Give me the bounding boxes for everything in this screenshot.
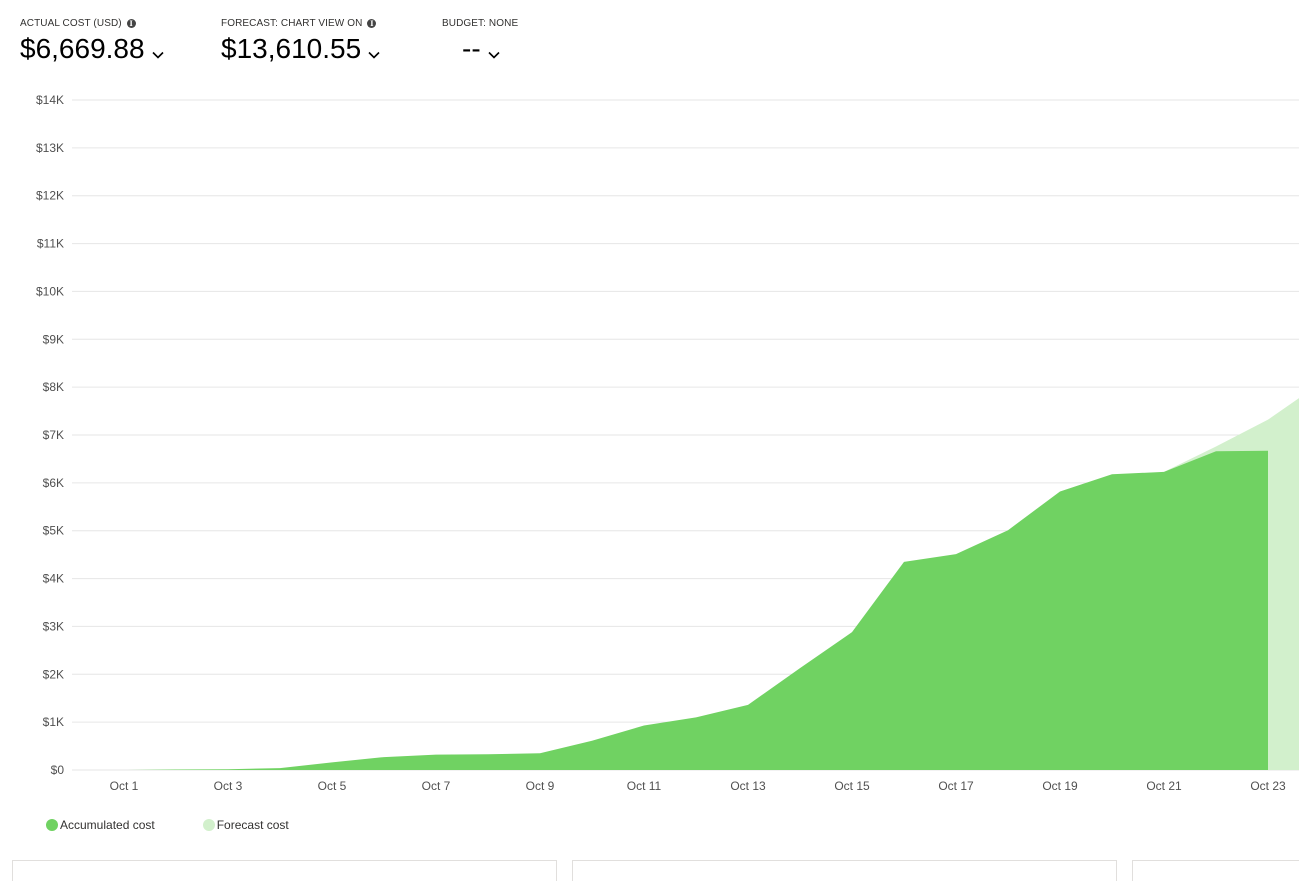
forecast-value: $13,610.55 xyxy=(221,33,362,64)
legend-swatch-accumulated xyxy=(46,819,58,831)
chevron-down-icon[interactable] xyxy=(367,48,381,62)
cost-area-chart[interactable]: $0 $1K $2K $3K $4K $5K $6K $7K $8K $9K $10K $11K $12… xyxy=(0,86,1299,806)
y-tick-label: $1K xyxy=(43,715,64,729)
y-tick-label: $4K xyxy=(43,572,64,586)
legend-item-forecast[interactable]: Forecast cost xyxy=(202,818,289,832)
y-tick-label: $6K xyxy=(43,476,64,490)
x-tick-label: Oct 3 xyxy=(214,779,243,793)
y-tick-label: $11K xyxy=(37,237,64,251)
x-tick-label: Oct 19 xyxy=(1042,779,1078,793)
chevron-down-icon[interactable] xyxy=(487,48,501,62)
forecast-label-text: FORECAST: CHART VIEW ON xyxy=(221,17,363,29)
chevron-down-icon[interactable] xyxy=(151,48,165,62)
x-tick-label: Oct 17 xyxy=(938,779,974,793)
forecast-label: FORECAST: CHART VIEW ON i xyxy=(221,16,381,30)
y-tick-label: $10K xyxy=(36,284,64,298)
x-tick-label: Oct 21 xyxy=(1146,779,1182,793)
x-tick-label: Oct 1 xyxy=(110,779,139,793)
actual-cost-label: ACTUAL COST (USD) i xyxy=(20,16,165,30)
info-icon[interactable]: i xyxy=(367,18,377,28)
cost-chart[interactable]: $0 $1K $2K $3K $4K $5K $6K $7K $8K $9K $10K $11K $12… xyxy=(0,86,1299,806)
legend-label-forecast: Forecast cost xyxy=(216,818,289,832)
y-tick-label: $8K xyxy=(43,380,64,394)
budget-label-text: BUDGET: NONE xyxy=(442,17,519,29)
legend-label-accumulated: Accumulated cost xyxy=(60,818,155,832)
y-tick-label: $14K xyxy=(36,93,64,107)
info-icon[interactable]: i xyxy=(126,18,136,28)
actual-cost-kpi[interactable]: ACTUAL COST (USD) i $6,669.88 xyxy=(20,16,165,66)
x-tick-label: Oct 13 xyxy=(730,779,766,793)
y-tick-label: $3K xyxy=(43,619,64,633)
forecast-kpi[interactable]: FORECAST: CHART VIEW ON i $13,610.55 xyxy=(221,16,381,66)
x-tick-label: Oct 5 xyxy=(318,779,347,793)
x-tick-label: Oct 23 xyxy=(1250,779,1286,793)
budget-value: -- xyxy=(462,33,481,64)
y-tick-label: $12K xyxy=(36,189,64,203)
x-tick-label: Oct 7 xyxy=(422,779,451,793)
x-tick-label: Oct 11 xyxy=(627,779,662,793)
budget-label: BUDGET: NONE xyxy=(442,16,518,30)
cost-summary-bar: ACTUAL COST (USD) i $6,669.88 FORECAST: … xyxy=(0,0,1299,80)
actual-cost-value: $6,669.88 xyxy=(20,33,145,64)
y-tick-label: $13K xyxy=(36,141,64,155)
budget-kpi[interactable]: BUDGET: NONE -- xyxy=(442,16,518,66)
legend-swatch-forecast xyxy=(202,819,215,831)
y-tick-label: $5K xyxy=(43,524,64,538)
y-tick-label: $7K xyxy=(43,428,64,442)
x-tick-label: Oct 15 xyxy=(834,779,870,793)
y-tick-label: $9K xyxy=(43,332,64,346)
y-tick-label: $2K xyxy=(43,667,64,681)
y-tick-label: $0 xyxy=(51,763,65,777)
x-tick-label: Oct 9 xyxy=(526,779,555,793)
accumulated-cost-area xyxy=(124,450,1268,770)
chart-legend: Accumulated cost Forecast cost xyxy=(46,818,337,832)
actual-cost-label-text: ACTUAL COST (USD) xyxy=(20,17,122,29)
legend-item-accumulated[interactable]: Accumulated cost xyxy=(46,818,155,832)
bottom-card xyxy=(572,860,1117,881)
bottom-card xyxy=(1132,860,1299,881)
bottom-card xyxy=(12,860,557,881)
